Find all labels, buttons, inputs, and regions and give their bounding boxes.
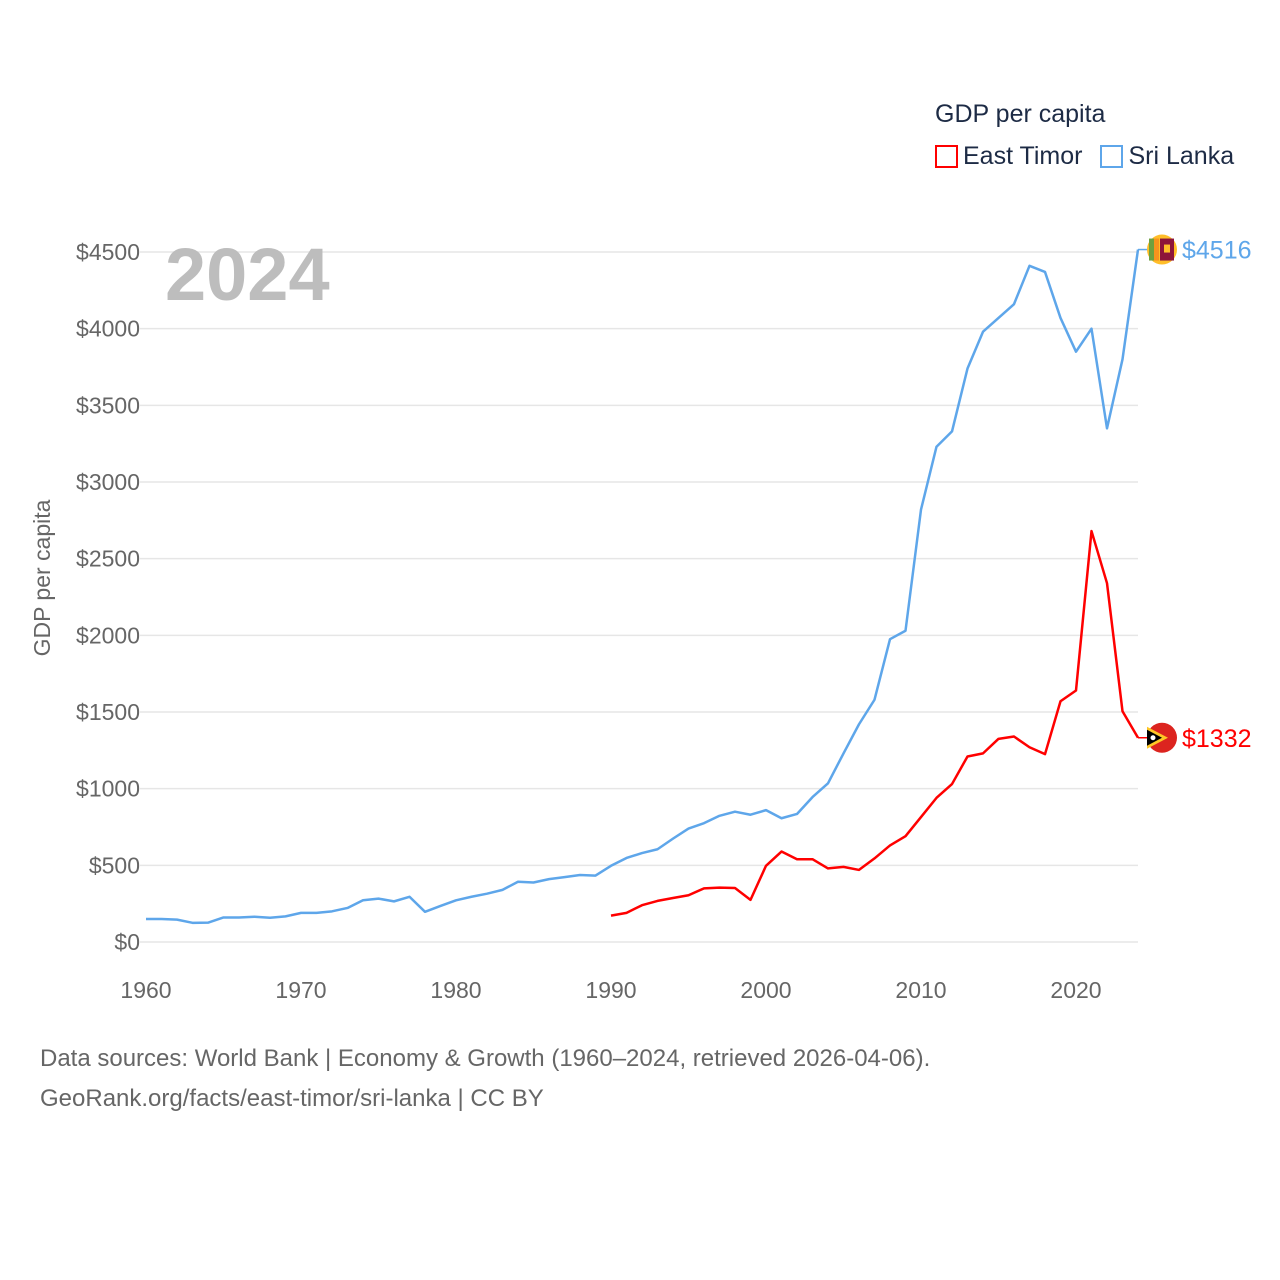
y-tick-label: $4000	[76, 316, 140, 342]
y-tick-label: $2500	[76, 546, 140, 572]
x-tick-label: 1960	[120, 977, 171, 1003]
x-tick-label: 2010	[895, 977, 946, 1003]
legend-label: East Timor	[963, 142, 1083, 170]
y-tick-label: $4500	[76, 239, 140, 265]
y-tick-label: $3000	[76, 469, 140, 495]
y-tick-label: $1500	[76, 699, 140, 725]
x-tick-label: 1980	[430, 977, 481, 1003]
y-tick-label: $2000	[76, 622, 140, 648]
y-axis-label: GDP per capita	[29, 499, 55, 656]
y-tick-label: $0	[114, 929, 140, 955]
x-tick-label: 1990	[585, 977, 636, 1003]
x-tick-label: 2020	[1050, 977, 1101, 1003]
x-tick-label: 2000	[740, 977, 791, 1003]
y-tick-label: $1000	[76, 776, 140, 802]
end-value-label: $4516	[1182, 237, 1252, 265]
y-tick-label: $3500	[76, 392, 140, 418]
legend-title: GDP per capita	[935, 100, 1106, 128]
source-link[interactable]: GeoRank.org/facts/east-timor/sri-lanka |…	[40, 1085, 544, 1112]
series-line-sri-lanka	[146, 249, 1140, 925]
legend-item-sri-lanka[interactable]: Sri Lanka	[1100, 142, 1234, 171]
legend-swatch-east-timor	[935, 145, 958, 168]
x-tick-label: 1970	[275, 977, 326, 1003]
legend-swatch-sri-lanka	[1100, 145, 1124, 168]
legend-item-east-timor[interactable]: East Timor	[935, 142, 1082, 171]
source-text: Data sources: World Bank | Economy & Gro…	[40, 1045, 931, 1072]
legend-label: Sri Lanka	[1128, 142, 1235, 170]
chart-title-year: 2024	[165, 233, 330, 316]
end-value-label: $1332	[1182, 725, 1252, 753]
legend: East Timor Sri Lanka	[935, 142, 1234, 171]
sri-lanka-flag-icon	[1147, 234, 1177, 265]
east-timor-flag-icon	[1147, 722, 1177, 753]
y-tick-label: $500	[89, 852, 140, 878]
series-line-east-timor	[610, 529, 1140, 917]
